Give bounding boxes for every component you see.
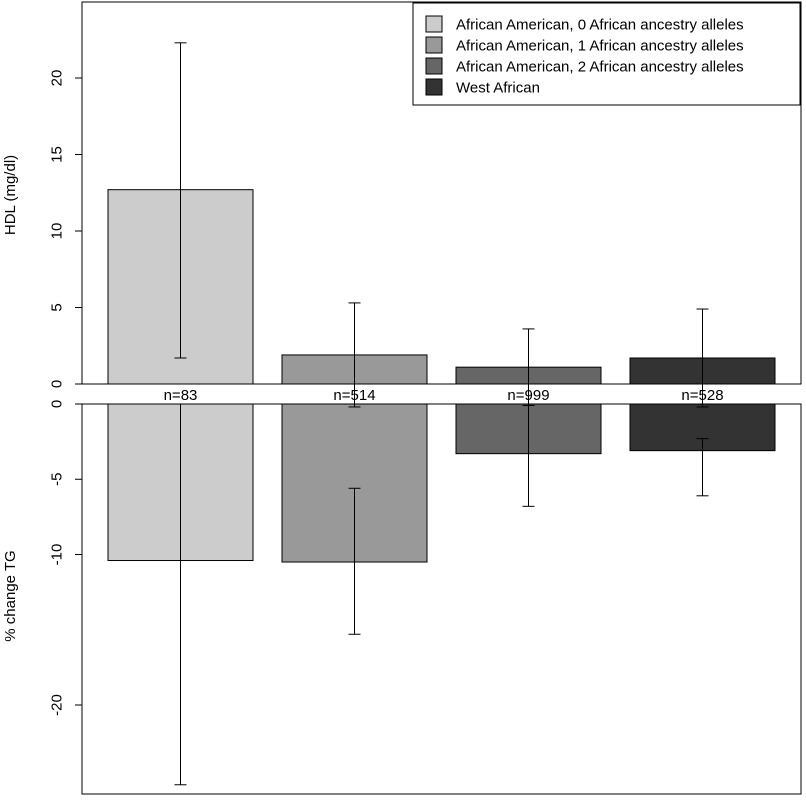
legend-label-0: African American, 0 African ancestry all… [456, 16, 744, 33]
bottom-plot-frame [81, 403, 802, 795]
legend-label-1: African American, 1 African ancestry all… [456, 37, 744, 54]
sample-size-labels: n=83 n=514 n=999 n=528 [164, 387, 724, 404]
sample-size-label-0: n=83 [164, 387, 198, 404]
bottom-y-axis-label: % change TG [2, 550, 19, 641]
legend-label-2: African American, 2 African ancestry all… [456, 58, 744, 75]
legend-label-3: West African [456, 79, 540, 96]
top-y-tick-label-1: 5 [48, 303, 65, 311]
top-y-tick-label-0: 0 [48, 380, 65, 388]
legend-swatch-1 [425, 36, 443, 54]
sample-size-label-1: n=514 [333, 387, 375, 404]
bottom-y-tick-label-2: -10 [48, 544, 65, 566]
legend-swatch-3 [425, 78, 443, 96]
top-y-axis-label: HDL (mg/dl) [2, 155, 19, 235]
bottom-y-tick-label-1: -5 [48, 473, 65, 486]
top-y-tick-label-3: 15 [48, 146, 65, 163]
legend-swatch-0 [425, 15, 443, 33]
sample-size-label-2: n=999 [507, 387, 549, 404]
top-y-tick-label-4: 20 [48, 70, 65, 87]
bars-layer [107, 189, 776, 563]
y-axes-layer: 0 5 10 15 20 0 -5 -10 -20 [48, 70, 82, 716]
bottom-y-tick-label-0: 0 [48, 400, 65, 408]
top-y-tick-label-2: 10 [48, 223, 65, 240]
legend-box [412, 2, 801, 106]
legend-swatch-2 [425, 57, 443, 75]
error-bars-layer [174, 42, 709, 786]
sample-size-label-3: n=528 [681, 387, 723, 404]
top-plot-frame [81, 1, 802, 385]
legend: African American, 0 African ancestry all… [412, 2, 801, 106]
bottom-y-tick-label-3: -20 [48, 694, 65, 716]
